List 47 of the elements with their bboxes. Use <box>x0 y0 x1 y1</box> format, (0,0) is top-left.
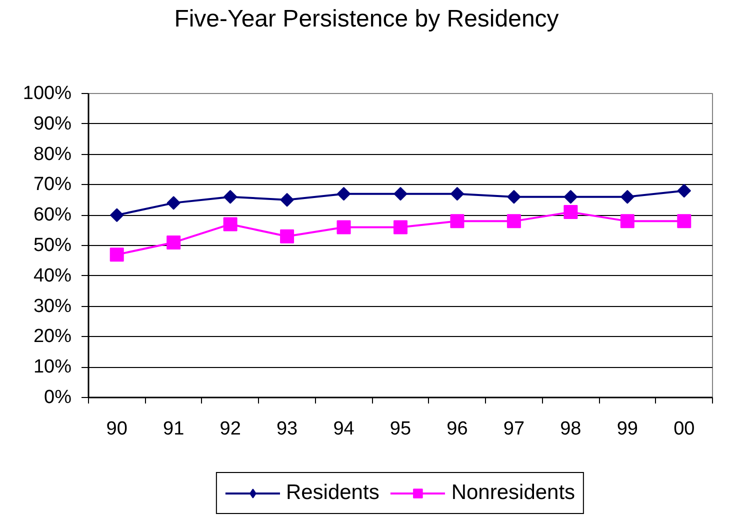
x-tick-label: 93 <box>276 418 298 440</box>
y-tick-label: 80% <box>33 144 72 165</box>
x-tick-label: 95 <box>390 418 412 440</box>
y-tick-label: 50% <box>33 235 72 256</box>
x-tick-label: 90 <box>106 418 128 440</box>
point <box>280 229 294 244</box>
y-tick-label: 40% <box>33 265 72 286</box>
point <box>394 220 408 234</box>
y-tick-label: 90% <box>33 113 72 134</box>
y-tick-label: 30% <box>33 296 72 317</box>
point <box>166 235 181 250</box>
x-tick-label: 91 <box>163 418 184 440</box>
y-tick-label: 20% <box>33 326 72 348</box>
point <box>507 190 521 204</box>
point <box>677 214 692 228</box>
point <box>394 186 408 201</box>
x-tick-label: 94 <box>333 418 355 440</box>
x-tick-label: 97 <box>503 418 525 440</box>
x-tick-label: 99 <box>616 418 638 440</box>
chart-title: Five-Year Persistence by Residency <box>174 6 559 32</box>
point <box>336 186 351 201</box>
point <box>110 248 124 262</box>
y-tick-label: 60% <box>33 204 72 226</box>
x-tick-label: 00 <box>674 418 695 440</box>
point <box>620 190 634 204</box>
point <box>280 193 294 207</box>
point <box>564 190 578 204</box>
x-tick-label: 92 <box>220 418 241 440</box>
point <box>450 214 464 228</box>
point <box>677 184 691 198</box>
point <box>223 217 238 232</box>
point <box>110 208 124 222</box>
y-tick-label: 0% <box>44 387 72 408</box>
legend-label: Nonresidents <box>451 481 576 505</box>
x-tick-label: 98 <box>560 418 582 440</box>
point <box>336 220 351 234</box>
point <box>564 205 578 220</box>
point <box>450 186 464 201</box>
point <box>166 196 180 210</box>
y-tick-label: 100% <box>22 83 72 104</box>
point <box>223 190 238 204</box>
legend-label: Residents <box>286 481 380 505</box>
y-tick-label: 70% <box>33 174 72 196</box>
y-tick-label: 10% <box>33 356 72 378</box>
point <box>506 214 521 228</box>
x-tick-label: 96 <box>446 418 468 440</box>
point <box>620 214 634 228</box>
